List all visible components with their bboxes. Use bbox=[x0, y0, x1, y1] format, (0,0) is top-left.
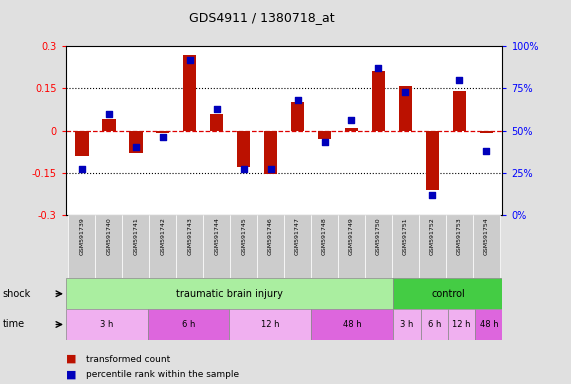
Bar bbox=[95, 215, 122, 278]
Bar bbox=[203, 215, 230, 278]
Point bbox=[428, 192, 437, 198]
Point bbox=[293, 97, 302, 103]
Point bbox=[320, 139, 329, 146]
Bar bbox=[291, 103, 304, 131]
Text: 3 h: 3 h bbox=[400, 320, 413, 329]
Text: ■: ■ bbox=[66, 354, 76, 364]
Text: control: control bbox=[431, 289, 465, 299]
Text: GSM591739: GSM591739 bbox=[79, 217, 85, 255]
Text: GSM591740: GSM591740 bbox=[106, 217, 111, 255]
Bar bbox=[338, 215, 365, 278]
Text: 6 h: 6 h bbox=[182, 320, 195, 329]
Bar bbox=[75, 131, 89, 156]
Bar bbox=[311, 309, 393, 340]
Bar bbox=[345, 128, 358, 131]
Point bbox=[266, 166, 275, 172]
Text: time: time bbox=[3, 319, 25, 329]
Text: GDS4911 / 1380718_at: GDS4911 / 1380718_at bbox=[190, 12, 335, 25]
Bar bbox=[183, 55, 196, 131]
Bar bbox=[237, 131, 250, 167]
Point bbox=[455, 77, 464, 83]
Text: GSM591744: GSM591744 bbox=[214, 217, 219, 255]
Bar bbox=[311, 215, 338, 278]
Bar bbox=[453, 91, 466, 131]
Bar bbox=[365, 215, 392, 278]
Point bbox=[347, 118, 356, 124]
Text: ■: ■ bbox=[66, 369, 76, 379]
Text: shock: shock bbox=[3, 289, 31, 299]
Bar bbox=[69, 215, 95, 278]
Text: GSM591743: GSM591743 bbox=[187, 217, 192, 255]
Bar bbox=[425, 131, 439, 190]
Bar bbox=[284, 215, 311, 278]
Text: GSM591745: GSM591745 bbox=[241, 217, 246, 255]
Bar bbox=[392, 215, 419, 278]
Text: GSM591742: GSM591742 bbox=[160, 217, 165, 255]
Text: traumatic brain injury: traumatic brain injury bbox=[176, 289, 283, 299]
Bar bbox=[257, 215, 284, 278]
Text: GSM591749: GSM591749 bbox=[349, 217, 354, 255]
Bar bbox=[399, 86, 412, 131]
Text: transformed count: transformed count bbox=[86, 354, 170, 364]
Bar bbox=[421, 309, 448, 340]
Bar bbox=[393, 278, 502, 309]
Bar bbox=[419, 215, 446, 278]
Text: 48 h: 48 h bbox=[480, 320, 498, 329]
Point bbox=[212, 106, 221, 112]
Text: GSM591752: GSM591752 bbox=[430, 217, 435, 255]
Text: GSM591747: GSM591747 bbox=[295, 217, 300, 255]
Text: 48 h: 48 h bbox=[343, 320, 361, 329]
Point bbox=[401, 89, 410, 95]
Point bbox=[104, 111, 114, 117]
Bar bbox=[318, 131, 331, 139]
Text: 12 h: 12 h bbox=[261, 320, 280, 329]
Text: percentile rank within the sample: percentile rank within the sample bbox=[86, 370, 239, 379]
Bar bbox=[210, 114, 223, 131]
Bar bbox=[129, 131, 143, 153]
Point bbox=[239, 166, 248, 172]
Point bbox=[374, 65, 383, 71]
Bar bbox=[264, 131, 278, 174]
Text: GSM591753: GSM591753 bbox=[457, 217, 462, 255]
Bar bbox=[230, 309, 311, 340]
Bar bbox=[149, 215, 176, 278]
Text: GSM591748: GSM591748 bbox=[322, 217, 327, 255]
Bar bbox=[122, 215, 149, 278]
Text: 12 h: 12 h bbox=[452, 320, 471, 329]
Point bbox=[131, 144, 140, 151]
Point bbox=[185, 56, 194, 63]
Text: 6 h: 6 h bbox=[428, 320, 441, 329]
Bar bbox=[102, 119, 115, 131]
Text: GSM591746: GSM591746 bbox=[268, 217, 273, 255]
Bar bbox=[473, 215, 500, 278]
Bar bbox=[147, 309, 230, 340]
Point bbox=[77, 166, 86, 172]
Bar bbox=[446, 215, 473, 278]
Bar bbox=[480, 131, 493, 133]
Text: GSM591751: GSM591751 bbox=[403, 217, 408, 255]
Bar bbox=[66, 278, 393, 309]
Point bbox=[158, 134, 167, 141]
Bar bbox=[393, 309, 421, 340]
Bar bbox=[176, 215, 203, 278]
Text: GSM591754: GSM591754 bbox=[484, 217, 489, 255]
Bar bbox=[66, 309, 147, 340]
Bar bbox=[156, 131, 170, 133]
Bar bbox=[372, 71, 385, 131]
Text: GSM591750: GSM591750 bbox=[376, 217, 381, 255]
Point bbox=[482, 148, 491, 154]
Text: 3 h: 3 h bbox=[100, 320, 113, 329]
Bar bbox=[475, 309, 502, 340]
Bar bbox=[230, 215, 257, 278]
Bar bbox=[448, 309, 475, 340]
Text: GSM591741: GSM591741 bbox=[133, 217, 138, 255]
